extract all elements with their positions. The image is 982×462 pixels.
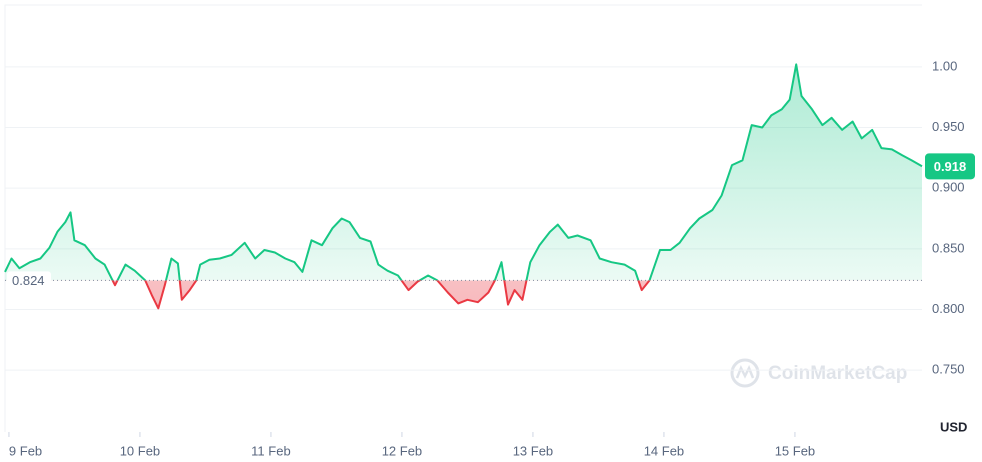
- x-tick-label: 9 Feb: [9, 443, 42, 458]
- y-tick-label: 0.950: [932, 119, 965, 134]
- y-tick-label: 1.00: [932, 58, 957, 73]
- baseline-label: 0.824: [12, 273, 45, 288]
- y-tick-label: 0.750: [932, 362, 965, 377]
- x-tick-label: 14 Feb: [644, 443, 684, 458]
- y-tick-label: 0.900: [932, 180, 965, 195]
- y-unit: USD: [940, 419, 967, 434]
- price-line-above: [4, 63, 923, 281]
- area-above: [5, 64, 922, 281]
- area-below: [112, 280, 650, 309]
- x-tick-label: 12 Feb: [382, 443, 422, 458]
- current-price-tag: [925, 153, 975, 180]
- x-tick-label: 15 Feb: [775, 443, 815, 458]
- current-price-label: 0.918: [934, 159, 967, 174]
- plot-frame: [4, 4, 922, 432]
- y-tick-label: 0.850: [932, 240, 965, 255]
- watermark-text: CoinMarketCap: [768, 363, 907, 384]
- watermark: CoinMarketCap: [730, 358, 907, 388]
- x-tick-label: 11 Feb: [251, 443, 291, 458]
- x-tick-label: 13 Feb: [513, 443, 553, 458]
- x-tick-label: 10 Feb: [120, 443, 160, 458]
- y-tick-label: 0.800: [932, 301, 965, 316]
- price-line-below: [111, 280, 651, 310]
- baseline-label-bg: [7, 271, 51, 290]
